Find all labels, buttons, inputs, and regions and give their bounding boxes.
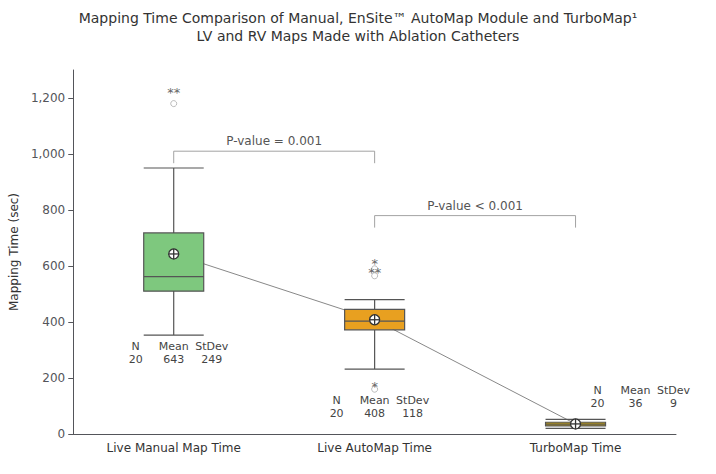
svg-text:800: 800 <box>42 203 65 217</box>
svg-text:StDev: StDev <box>657 384 691 397</box>
svg-text:Mapping Time Comparison of Man: Mapping Time Comparison of Manual, EnSit… <box>79 10 638 26</box>
svg-text:20: 20 <box>129 353 143 366</box>
svg-text:**: ** <box>167 85 181 100</box>
svg-text:643: 643 <box>163 353 184 366</box>
svg-text:Mean: Mean <box>159 340 189 353</box>
svg-text:1,000: 1,000 <box>31 147 65 161</box>
svg-text:N: N <box>132 340 140 353</box>
svg-text:N: N <box>593 384 601 397</box>
svg-text:1,200: 1,200 <box>31 91 65 105</box>
svg-text:200: 200 <box>42 371 65 385</box>
svg-text:600: 600 <box>42 259 65 273</box>
svg-text:P-value = 0.001: P-value = 0.001 <box>226 134 322 148</box>
svg-text:N: N <box>333 394 341 407</box>
svg-text:StDev: StDev <box>195 340 229 353</box>
svg-text:9: 9 <box>670 397 677 410</box>
svg-text:118: 118 <box>402 407 423 420</box>
svg-text:0: 0 <box>58 427 66 441</box>
svg-text:TurboMap Time: TurboMap Time <box>529 441 622 455</box>
svg-text:400: 400 <box>42 315 65 329</box>
svg-text:LV and RV Maps Made with Ablat: LV and RV Maps Made with Ablation Cathet… <box>197 28 520 44</box>
svg-text:**: ** <box>368 265 382 280</box>
svg-text:P-value < 0.001: P-value < 0.001 <box>427 199 523 213</box>
svg-text:Mean: Mean <box>360 394 390 407</box>
svg-text:408: 408 <box>364 407 385 420</box>
svg-text:20: 20 <box>330 407 344 420</box>
svg-text:249: 249 <box>201 353 222 366</box>
svg-text:Mean: Mean <box>621 384 651 397</box>
svg-text:Live Manual Map Time: Live Manual Map Time <box>107 441 241 455</box>
svg-text:*: * <box>371 379 378 394</box>
svg-text:Live AutoMap Time: Live AutoMap Time <box>317 441 432 455</box>
svg-text:StDev: StDev <box>396 394 430 407</box>
svg-text:Mapping Time (sec): Mapping Time (sec) <box>7 193 21 311</box>
svg-text:36: 36 <box>629 397 643 410</box>
svg-text:20: 20 <box>591 397 605 410</box>
